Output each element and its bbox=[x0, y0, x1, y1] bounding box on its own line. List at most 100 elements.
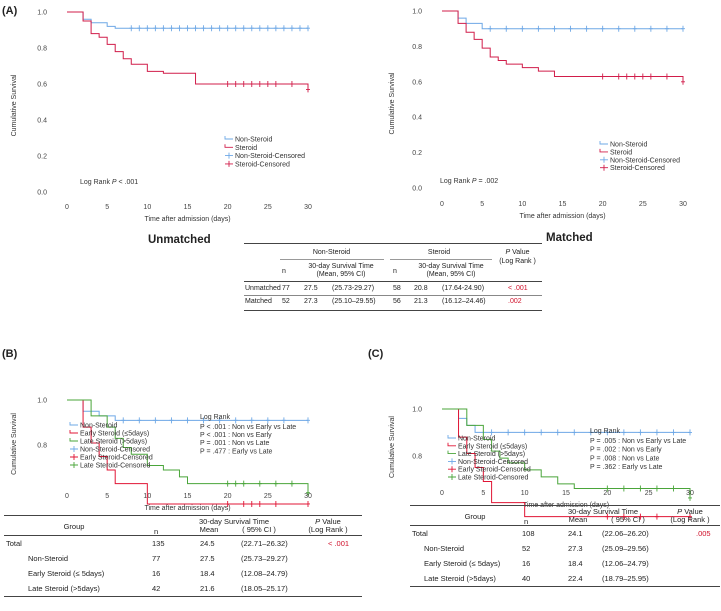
table-c-group-header: Group bbox=[464, 512, 486, 521]
y-tick-label: 0.8 bbox=[37, 443, 47, 450]
cell-n: 108 bbox=[522, 529, 535, 538]
y-axis-label: Cumulative Survival bbox=[389, 72, 396, 134]
cell-ci: (18.79–25.95) bbox=[602, 574, 649, 583]
censor-mark bbox=[688, 429, 692, 436]
legend-swatch bbox=[448, 466, 456, 473]
censor-mark bbox=[177, 25, 182, 32]
y-axis-label: Cumulative Survival bbox=[389, 416, 396, 478]
censor-mark bbox=[273, 81, 278, 87]
censor-mark bbox=[616, 73, 621, 80]
cell-n: 16 bbox=[522, 559, 531, 568]
summary-table: Non-Steroid Steroid P Value (Log Rank ) … bbox=[244, 243, 542, 311]
x-tick-label: 20 bbox=[599, 201, 607, 208]
censor-mark bbox=[624, 73, 629, 80]
y-tick-label: 1.0 bbox=[37, 10, 47, 17]
censor-mark bbox=[555, 429, 560, 436]
cell-t1: 27.3 bbox=[304, 298, 318, 305]
table-c-n-header: n bbox=[524, 517, 529, 526]
cell-mean: 18.4 bbox=[568, 559, 583, 568]
km-line-non-steroid bbox=[442, 408, 690, 433]
logrank-line: P = .002 : Non vs Early bbox=[590, 447, 662, 454]
legend-label: Steroid-Censored bbox=[235, 161, 290, 168]
x-axis-label: Time after admission (days) bbox=[144, 216, 230, 223]
cell-ci: (12.06–24.79) bbox=[602, 559, 649, 568]
censor-mark bbox=[605, 513, 610, 520]
censor-mark bbox=[306, 500, 310, 507]
legend-label: Non-Steroid-Censored bbox=[235, 153, 305, 160]
censor-mark bbox=[225, 81, 230, 87]
censor-mark bbox=[588, 429, 593, 436]
censor-mark bbox=[225, 25, 230, 32]
km-line-late-steroid-5days- bbox=[67, 399, 309, 493]
legend-label: Non-Steroid-Censored bbox=[610, 157, 680, 164]
x-tick-label: 20 bbox=[224, 493, 232, 500]
x-axis-label: Time after admission (days) bbox=[144, 505, 230, 512]
censor-mark bbox=[306, 86, 310, 93]
table-c-ci-header: ( 95% CI ) bbox=[611, 515, 645, 524]
row-group: Non-Steroid bbox=[28, 554, 69, 563]
x-tick-label: 10 bbox=[521, 490, 529, 497]
censor-mark bbox=[137, 417, 142, 424]
legend-label: Steroid bbox=[235, 145, 257, 152]
censor-mark bbox=[664, 73, 669, 80]
censor-mark bbox=[225, 480, 230, 487]
matched-title: Matched bbox=[546, 232, 593, 244]
table-c-p-header: P Value bbox=[677, 507, 703, 516]
table-b: Group n 30-day Survival Time Mean ( 95% … bbox=[4, 515, 362, 597]
table-b-time-header: 30-day Survival Time bbox=[198, 517, 270, 526]
censor-mark bbox=[489, 429, 494, 436]
p-value-subheader: (Log Rank ) bbox=[499, 258, 536, 265]
censor-mark bbox=[265, 417, 270, 424]
censor-mark bbox=[654, 485, 659, 492]
censor-mark bbox=[265, 81, 270, 87]
legend-swatch bbox=[70, 446, 78, 452]
table-b-group-header: Group bbox=[63, 522, 85, 531]
legend-label: Early Steroid (≤5days) bbox=[458, 443, 527, 450]
x-tick-label: 0 bbox=[440, 490, 444, 497]
censor-mark bbox=[621, 485, 626, 492]
censor-mark bbox=[640, 73, 645, 80]
legend-swatch bbox=[447, 435, 456, 439]
y-axis-label: Cumulative Survival bbox=[11, 413, 18, 475]
table-c: Group n 30-day Survival Time Mean ( 95% … bbox=[410, 505, 720, 587]
censor-mark bbox=[648, 25, 653, 32]
censor-mark bbox=[539, 429, 544, 436]
legend-label: Early Steroid-Censored bbox=[458, 467, 531, 474]
x-tick-label: 15 bbox=[562, 490, 570, 497]
cell-mean: 27.3 bbox=[568, 544, 583, 553]
logrank-title: Log Rank bbox=[200, 414, 230, 421]
cell-mean: 22.4 bbox=[568, 574, 583, 583]
censor-mark bbox=[249, 417, 254, 424]
censor-mark bbox=[297, 25, 302, 32]
censor-mark bbox=[671, 429, 676, 436]
cell-mean: 27.5 bbox=[200, 554, 215, 563]
x-axis-label: Time after admission (days) bbox=[519, 213, 605, 220]
cell-mean: 21.6 bbox=[200, 584, 215, 593]
legend-swatch bbox=[447, 442, 456, 447]
censor-mark bbox=[145, 25, 150, 32]
legend-label: Late Steroid (>5days) bbox=[458, 451, 525, 458]
n-header: n bbox=[282, 268, 286, 275]
censor-mark bbox=[681, 78, 685, 85]
legend-swatch bbox=[448, 474, 456, 480]
logrank-line: P = .008 : Non vs Late bbox=[590, 455, 659, 462]
x-tick-label: 20 bbox=[224, 204, 232, 211]
cell-t2: 20.8 bbox=[414, 285, 428, 292]
chart-A2: Cumulative Survival 0.0 0.2 0.4 0.6 0.8 1.0 0 5 1… bbox=[389, 9, 687, 221]
censor-mark bbox=[281, 25, 286, 32]
censor-mark bbox=[600, 25, 605, 32]
cell-n: 40 bbox=[522, 574, 531, 583]
censor-mark bbox=[169, 25, 174, 32]
censor-mark bbox=[648, 73, 653, 80]
censor-mark bbox=[632, 25, 637, 32]
censor-mark bbox=[257, 81, 262, 87]
x-tick-label: 10 bbox=[518, 201, 526, 208]
y-tick-label: 0.0 bbox=[412, 186, 422, 193]
legend-swatch bbox=[224, 136, 233, 140]
cell-n: 52 bbox=[522, 544, 531, 553]
censor-mark bbox=[488, 25, 493, 32]
row-label: Matched bbox=[245, 298, 272, 305]
censor-mark bbox=[306, 25, 310, 32]
censor-mark bbox=[241, 480, 246, 487]
censor-mark bbox=[257, 480, 262, 487]
